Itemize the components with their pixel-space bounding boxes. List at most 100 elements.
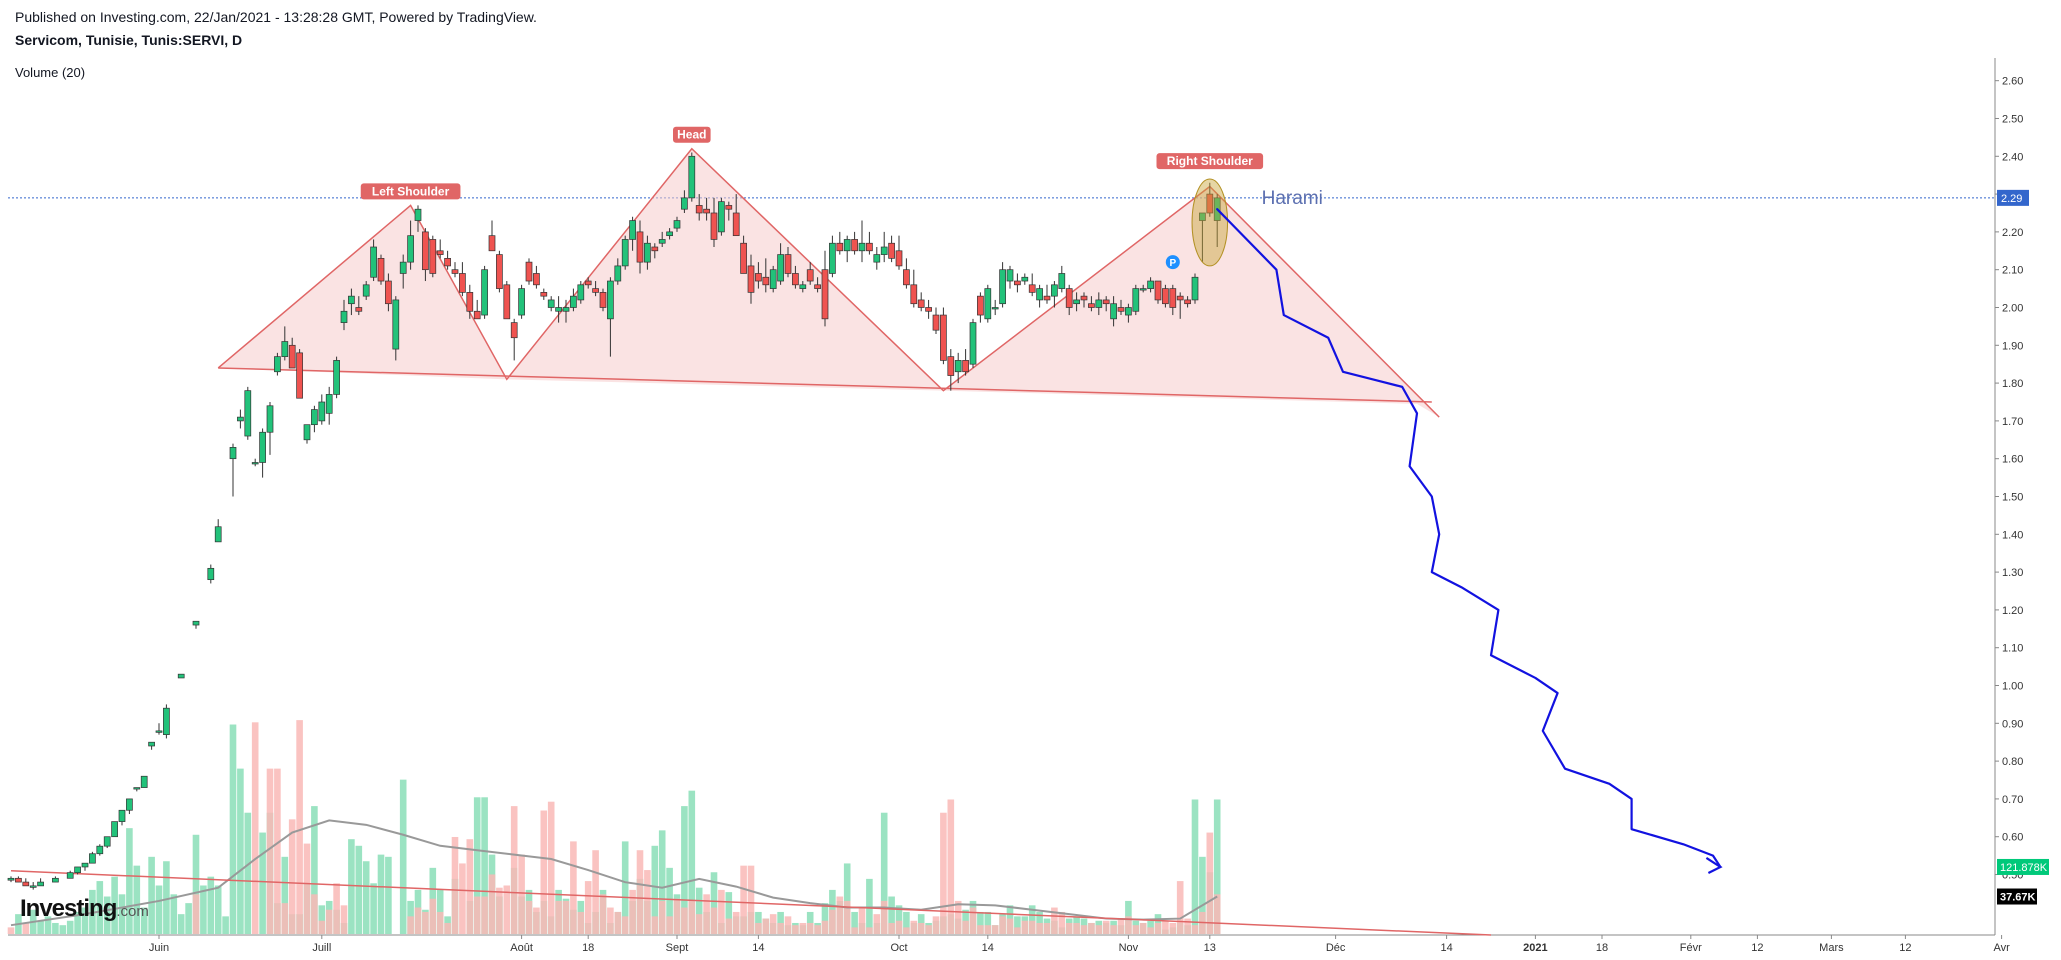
volume-bar-down <box>1058 911 1066 934</box>
candle-down <box>917 292 925 312</box>
candle-body <box>414 208 422 221</box>
volume-bar-up <box>651 845 659 934</box>
candle-body <box>851 239 858 252</box>
volume-bar-up <box>688 790 696 934</box>
candle-body <box>651 246 659 252</box>
volume-bar-up <box>473 797 481 934</box>
candle-body <box>392 299 400 350</box>
volume-bar-down <box>1191 925 1199 934</box>
volume-bar-up <box>481 797 488 934</box>
candle-body <box>755 273 762 282</box>
candle-body <box>81 862 89 868</box>
candle-up <box>1147 277 1154 293</box>
volume-ma-badge <box>1997 888 2037 905</box>
candle-body <box>325 394 333 414</box>
candle-body <box>1088 303 1095 308</box>
candle-up <box>37 878 44 887</box>
volume-bar-down <box>481 896 488 934</box>
volume-bar-up <box>103 896 111 934</box>
volume-trendline <box>10 869 1492 936</box>
candle-body <box>466 292 474 312</box>
volume-bar-down <box>888 922 895 934</box>
candle-body <box>118 809 126 822</box>
volume-bar-up <box>681 806 688 934</box>
volume-bar-down <box>7 927 15 934</box>
volume-bar-down <box>895 920 903 934</box>
candle-body <box>570 295 577 308</box>
volume-bar-down <box>880 900 888 934</box>
candle-down <box>496 250 503 293</box>
candle-down <box>725 201 733 221</box>
candle-up <box>666 228 673 240</box>
p-marker-label: P <box>1169 258 1176 269</box>
volume-bar-up <box>81 907 89 934</box>
candle-body <box>629 220 636 240</box>
candle-up <box>991 299 999 316</box>
y-tick-label: 2.20 <box>2002 227 2023 239</box>
volume-bar-up <box>96 881 104 934</box>
volume-bar-down <box>829 909 836 934</box>
volume-bar-down <box>251 722 259 934</box>
candle-up <box>333 356 340 399</box>
candle-body <box>806 269 814 282</box>
y-tick-label: 1.60 <box>2002 454 2023 466</box>
left-shoulder-label: Left Shoulder <box>372 184 450 198</box>
candle-down <box>1169 284 1177 316</box>
candle-up <box>303 424 311 444</box>
candle-down <box>288 337 296 369</box>
volume-bar-down <box>570 841 577 934</box>
x-tick-label: Mars <box>1819 942 1844 954</box>
candle-up <box>340 299 348 331</box>
candle-down <box>525 258 533 285</box>
x-tick-label: Sept <box>666 942 689 954</box>
candle-down <box>473 299 481 320</box>
candle-body <box>1014 280 1021 286</box>
candle-up <box>1125 303 1132 323</box>
last-price-badge <box>1997 189 2029 206</box>
candle-up <box>607 277 614 357</box>
candle-body <box>1102 299 1110 305</box>
head-badge <box>673 126 711 143</box>
volume-bar-down <box>1125 916 1132 934</box>
candle-up <box>547 296 555 312</box>
candle-body <box>459 273 466 293</box>
candle-up <box>274 352 281 376</box>
candle-down <box>1065 284 1073 316</box>
volume-bar-down <box>1095 925 1103 934</box>
candle-up <box>1006 265 1014 289</box>
candle-down <box>636 220 644 274</box>
candle-body <box>503 284 511 320</box>
candle-down <box>451 262 459 278</box>
candle-body <box>1154 280 1162 301</box>
harami-ellipse <box>1191 178 1229 267</box>
candle-up <box>1051 281 1058 308</box>
volume-bar-down <box>710 907 718 934</box>
candle-up <box>799 281 807 293</box>
x-tick-label: Juill <box>312 942 331 954</box>
volume-bar-up <box>666 867 673 934</box>
candle-down <box>377 254 385 285</box>
volume-bar-down <box>473 896 481 934</box>
candle-up <box>103 836 111 849</box>
candle-body <box>155 730 163 733</box>
neckline <box>218 367 1432 403</box>
candle-down <box>1162 284 1169 308</box>
candle-body <box>947 356 955 376</box>
volume-bar-down <box>969 907 977 934</box>
candle-down <box>851 231 858 255</box>
candle-body <box>621 239 629 267</box>
candle-body <box>1028 284 1036 293</box>
candle-body <box>15 877 22 883</box>
candle-body <box>333 360 340 395</box>
volume-bar-up <box>1191 799 1199 934</box>
candle-body <box>1176 295 1184 301</box>
volume-bar-down <box>584 881 592 934</box>
volume-bar-up <box>658 830 666 934</box>
x-tick-label: Nov <box>1119 942 1139 954</box>
volume-bar-down <box>318 920 326 934</box>
candle-body <box>814 284 821 289</box>
candle-body <box>954 360 962 373</box>
volume-bar-down <box>592 850 599 934</box>
candle-up <box>163 704 170 739</box>
